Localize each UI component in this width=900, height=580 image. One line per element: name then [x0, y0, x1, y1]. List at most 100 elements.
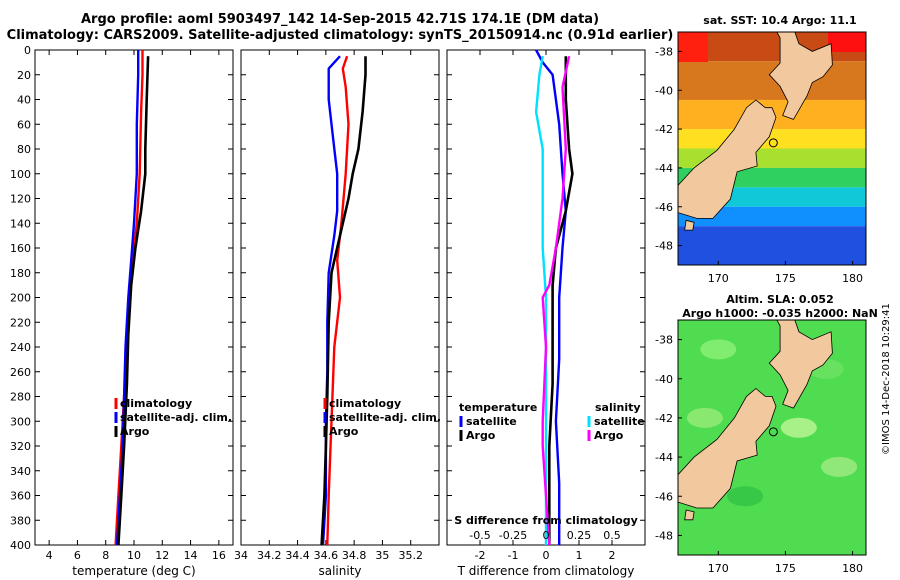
land-polygon	[678, 99, 777, 219]
panel-temp-frame	[34, 49, 234, 546]
panel-sal-xtick-label: 35.2	[398, 549, 423, 562]
depth-tick-label: 180	[10, 267, 31, 280]
map-sla-frame	[677, 319, 867, 556]
sla-map-title-line2: Argo h1000: -0.035 h2000: NaN	[682, 307, 878, 320]
land-polygon	[684, 509, 695, 521]
legend-label: climatology	[120, 397, 192, 410]
map-sst-xtick-label: 175	[775, 272, 796, 285]
sla-anomaly-blob	[727, 486, 764, 507]
map-sst-ytick-label: -46	[655, 201, 673, 214]
depth-tick-label: 200	[10, 292, 31, 305]
panel-temp-xtick-label: 6	[74, 549, 81, 562]
map-sla-ytick-label: -44	[655, 451, 673, 464]
depth-tick-label: 140	[10, 217, 31, 230]
sst-band	[678, 61, 866, 100]
depth-tick-label: 220	[10, 316, 31, 329]
depth-tick-label: 160	[10, 242, 31, 255]
land-polygon	[684, 219, 695, 231]
panel-temp-xtick-label: 4	[46, 549, 53, 562]
legend-salinity-label: Argo	[594, 429, 624, 442]
depth-tick-label: 0	[24, 44, 31, 57]
sla-anomaly-blob	[821, 456, 858, 477]
panel-temp-xlabel: temperature (deg C)	[72, 564, 195, 578]
panel-sal-xtick-label: 34.6	[314, 549, 339, 562]
depth-tick-label: 340	[10, 465, 31, 478]
panel-diff-top-xtick-label: -0.5	[469, 529, 490, 542]
figure-title-line1: Argo profile: aoml 5903497_142 14-Sep-20…	[80, 12, 600, 27]
depth-tick-label: 400	[10, 539, 31, 552]
panel-sal-xtick-label: 34.2	[257, 549, 282, 562]
panel-diff-xtick-label: -1	[508, 549, 519, 562]
sst-band	[678, 226, 866, 265]
map-sla-xtick-label: 180	[842, 562, 863, 575]
depth-tick-label: 60	[17, 118, 31, 131]
series-line-temperature-satellite	[535, 49, 567, 545]
panel-diff-xtick-label: 1	[576, 549, 583, 562]
map-sst-ytick-label: -40	[655, 84, 673, 97]
legend-label: satellite-adj. clim.	[329, 411, 441, 424]
map-sst-xtick-label: 170	[708, 272, 729, 285]
legend-temperature-label: Argo	[466, 429, 496, 442]
panel-diff-xtick-label: 0	[543, 549, 550, 562]
map-sla-xtick-label: 170	[708, 562, 729, 575]
series-line-salinity-argo	[541, 55, 571, 546]
series-line-satellite-adj-clim-	[115, 50, 140, 546]
panel-sal-xtick-label: 34.8	[342, 549, 367, 562]
map-sst-frame	[677, 31, 867, 266]
argo-location-marker	[768, 138, 778, 148]
panel-diff-xtick-label: -2	[475, 549, 486, 562]
figure-title-line2: Climatology: CARS2009. Satellite-adjuste…	[6, 28, 674, 43]
map-sst-ytick-label: -44	[655, 162, 673, 175]
sst-map-title: sat. SST: 10.4 Argo: 11.1	[703, 14, 857, 27]
panel-diff-top-xtick-label: 0.25	[567, 529, 592, 542]
depth-tick-label: 380	[10, 514, 31, 527]
series-line-temperature-argo	[548, 56, 574, 545]
panel-temp-xtick-label: 16	[212, 549, 226, 562]
legend-temperature-heading: temperature	[459, 401, 537, 414]
panel-temp-xtick-label: 10	[127, 549, 141, 562]
panel-sal-xtick-label: 34	[234, 549, 248, 562]
sla-anomaly-blob	[700, 339, 737, 360]
sla-map-title-line1: Altim. SLA: 0.052	[726, 293, 834, 306]
depth-tick-label: 80	[17, 143, 31, 156]
depth-tick-label: 360	[10, 490, 31, 503]
legend-salinity-label: satellite	[594, 415, 645, 428]
sla-background	[678, 320, 866, 555]
sst-warm-patch	[678, 32, 708, 62]
legend-label: Argo	[120, 425, 150, 438]
panel-sal-xtick-label: 34.4	[285, 549, 310, 562]
panel-diff-xlabel: T difference from climatology	[457, 564, 635, 578]
depth-tick-label: 260	[10, 366, 31, 379]
depth-tick-label: 320	[10, 440, 31, 453]
map-sst-ytick-label: -38	[655, 45, 673, 58]
legend-label: Argo	[329, 425, 359, 438]
panel-diff-xtick-label: 2	[609, 549, 616, 562]
depth-tick-label: 120	[10, 193, 31, 206]
series-line-argo	[117, 56, 150, 546]
depth-tick-label: 240	[10, 341, 31, 354]
map-sla-ytick-label: -40	[655, 373, 673, 386]
map-sla-xtick-label: 175	[775, 562, 796, 575]
legend-label: satellite-adj. clim.	[120, 411, 232, 424]
sst-warm-patch	[828, 32, 866, 52]
panel-sal-xlabel: salinity	[318, 564, 361, 578]
legend-label: climatology	[329, 397, 401, 410]
map-sst-ytick-label: -48	[655, 240, 673, 253]
depth-tick-label: 280	[10, 391, 31, 404]
legend-salinity-heading: salinity	[595, 401, 641, 414]
map-sst-field	[678, 32, 866, 265]
map-sla-ytick-label: -42	[655, 412, 673, 425]
map-sla-ytick-label: -48	[655, 529, 673, 542]
land-polygon	[678, 387, 777, 509]
map-sla-field	[678, 320, 866, 555]
argo-location-marker	[768, 427, 778, 437]
panel-temp-xtick-label: 14	[184, 549, 198, 562]
map-sla-ytick-label: -38	[655, 334, 673, 347]
panel-diff-top-xtick-label: 0.5	[603, 529, 621, 542]
panel-diff-top-xlabel: S difference from climatology	[454, 514, 638, 527]
depth-tick-label: 300	[10, 415, 31, 428]
land-polygon	[768, 320, 833, 409]
series-line-salinity-satellite	[534, 55, 548, 545]
panel-sal-xtick-label: 35	[375, 549, 389, 562]
